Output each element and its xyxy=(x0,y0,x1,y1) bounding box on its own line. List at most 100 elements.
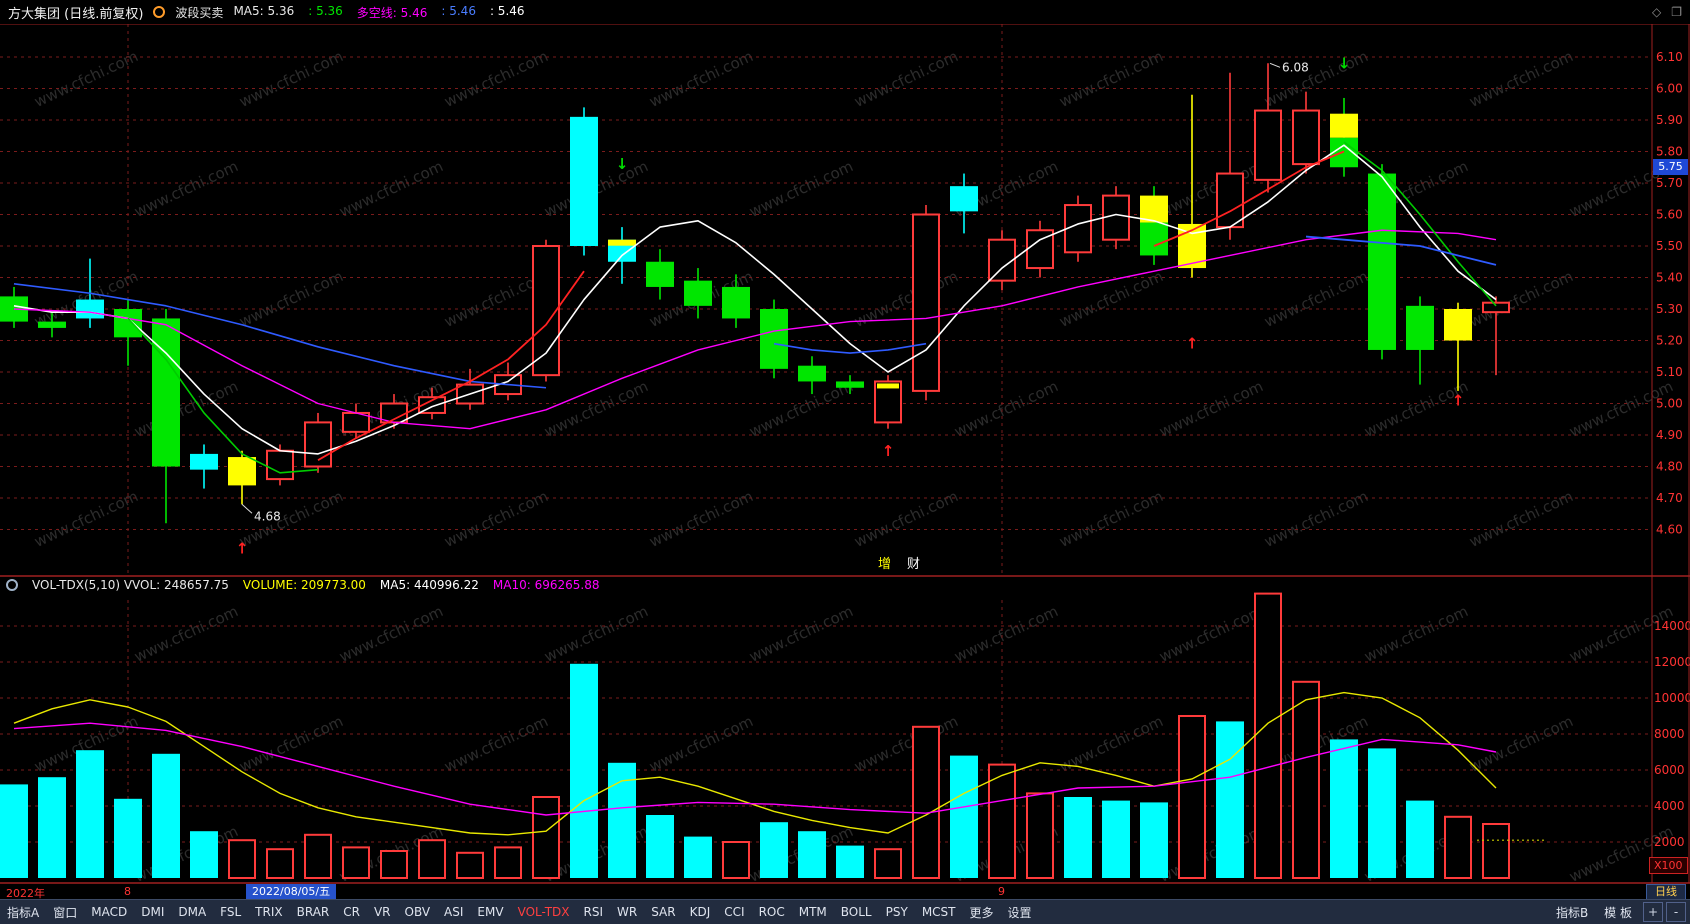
volume-bar xyxy=(684,836,712,878)
zoom-out-button[interactable]: - xyxy=(1666,902,1686,922)
toolbar-item-wr[interactable]: WR xyxy=(617,905,638,919)
last-price-tag: 5.75 xyxy=(1653,159,1688,176)
toolbar-item-vol-tdx[interactable]: VOL-TDX xyxy=(517,905,570,919)
diamond-icon[interactable]: ◇ xyxy=(1652,5,1662,19)
header-bar: 方大集团 (日线.前复权) 波段买卖 MA5: 5.36: 5.36 多空线: 5… xyxy=(0,0,1690,24)
volume-indicator-values: VOL-TDX(5,10) VVOL: 248657.75 VOLUME: 209… xyxy=(32,578,599,592)
volume-bar xyxy=(722,841,750,879)
price-tick: 4.60 xyxy=(1656,523,1683,537)
toolbar-item-dma[interactable]: DMA xyxy=(178,905,207,919)
high-annotation: 6.08 xyxy=(1282,60,1309,74)
timeline-month: 8 xyxy=(124,885,131,898)
volume-unit-label: X100 xyxy=(1649,857,1688,874)
period-button[interactable]: 日线 xyxy=(1646,884,1686,900)
candle xyxy=(1216,72,1244,240)
price-tick: 6.00 xyxy=(1656,82,1683,96)
chart-canvas[interactable]: 6.10 6.00 5.90 5.80 5.70 5.60 5.50 5.40 5.30 5.20… xyxy=(0,0,1690,884)
volume-bar xyxy=(380,850,408,879)
toolbar-item-kdj[interactable]: KDJ xyxy=(689,905,711,919)
volume-bar xyxy=(152,753,180,878)
volume-tick: 8000 xyxy=(1654,727,1685,741)
toolbar-item-mtm[interactable]: MTM xyxy=(798,905,827,919)
volume-bar xyxy=(1482,823,1510,879)
candle xyxy=(266,444,294,486)
candle xyxy=(418,387,446,420)
volume-bar xyxy=(912,725,940,879)
indicator-badge-icon[interactable] xyxy=(153,6,166,18)
volume-tick: 14000 xyxy=(1654,619,1690,633)
price-tick: 5.80 xyxy=(1656,145,1683,159)
volume-bars xyxy=(0,592,1510,880)
collapse-pane-icon[interactable] xyxy=(6,579,18,591)
price-tick: 5.30 xyxy=(1656,302,1683,316)
volume-bar xyxy=(76,750,104,878)
toolbar-item-cci[interactable]: CCI xyxy=(724,905,745,919)
trend-blue-right xyxy=(1305,235,1497,266)
volume-tick: 4000 xyxy=(1654,799,1685,813)
toolbar-item-emv[interactable]: EMV xyxy=(477,905,504,919)
volume-bar xyxy=(266,848,294,880)
toolbar-item-指标b[interactable]: 指标B xyxy=(1555,905,1589,920)
toolbar-item-sar[interactable]: SAR xyxy=(651,905,676,919)
volume-bar xyxy=(950,755,978,878)
header-value: : 5.46 xyxy=(489,3,525,18)
duokong-magenta xyxy=(13,229,1497,430)
toolbar-item-窗口[interactable]: 窗口 xyxy=(53,905,78,920)
toolbar-item-boll[interactable]: BOLL xyxy=(840,905,872,919)
volume-bar xyxy=(456,851,484,879)
toolbar-item-psy[interactable]: PSY xyxy=(885,905,908,919)
toolbar-item-roc[interactable]: ROC xyxy=(758,905,785,919)
signal-arrow: ↑ xyxy=(882,442,895,460)
volume-bar xyxy=(608,762,636,878)
price-tick: 4.90 xyxy=(1656,428,1683,442)
volume-bar xyxy=(228,839,256,880)
toolbar-item-dmi[interactable]: DMI xyxy=(141,905,165,919)
candle xyxy=(912,205,940,401)
volume-bar xyxy=(874,848,902,880)
toolbar-item-trix[interactable]: TRIX xyxy=(255,905,283,919)
toolbar-item-macd[interactable]: MACD xyxy=(91,905,128,919)
price-tick: 5.90 xyxy=(1656,113,1683,127)
brand-center-labels: 增财 xyxy=(878,553,936,572)
center-label-cai: 财 xyxy=(907,557,921,572)
toolbar-item-模板[interactable]: 模 板 xyxy=(1604,905,1632,920)
toolbar-item-mcst[interactable]: MCST xyxy=(921,905,956,919)
toolbar-item-rsi[interactable]: RSI xyxy=(583,905,604,919)
indicator-name: 波段买卖 xyxy=(175,5,224,20)
toolbar-right: 指标B 模 板 + - xyxy=(1548,902,1690,922)
candle xyxy=(1140,186,1168,265)
price-tick: 5.50 xyxy=(1656,239,1683,253)
toolbar-item-vr[interactable]: VR xyxy=(373,905,391,919)
candle xyxy=(456,368,484,410)
volume-header-value: VOL-TDX(5,10) VVOL: 248657.75 xyxy=(32,578,229,592)
price-tick: 4.70 xyxy=(1656,491,1683,505)
header-value: : 5.46 xyxy=(441,3,476,18)
toolbar-item-cr[interactable]: CR xyxy=(343,905,360,919)
toolbar-item-obv[interactable]: OBV xyxy=(404,905,431,919)
trend-red-right xyxy=(1153,150,1345,247)
toolbar-item-fsl[interactable]: FSL xyxy=(220,905,242,919)
toolbar-item-更多[interactable]: 更多 xyxy=(969,905,994,920)
trend-green-right xyxy=(1343,141,1497,307)
toolbar-item-brar[interactable]: BRAR xyxy=(296,905,330,919)
volume-tick: 6000 xyxy=(1654,763,1685,777)
candle xyxy=(646,249,674,300)
window-icon[interactable]: ❐ xyxy=(1671,5,1682,19)
toolbar-item-指标a[interactable]: 指标A xyxy=(7,905,40,920)
volume-bar xyxy=(836,845,864,878)
volume-bar xyxy=(532,796,560,879)
volume-bar xyxy=(190,831,218,878)
candle xyxy=(1178,94,1206,278)
toolbar-item-设置[interactable]: 设置 xyxy=(1007,905,1032,920)
price-tick: 5.20 xyxy=(1656,334,1683,348)
volume-bar xyxy=(1444,815,1472,879)
candle xyxy=(798,356,826,395)
trend-red-left xyxy=(317,270,585,461)
volume-bar xyxy=(1368,748,1396,878)
toolbar-item-asi[interactable]: ASI xyxy=(444,905,464,919)
candle xyxy=(1330,97,1358,177)
volume-tick: 2000 xyxy=(1654,835,1685,849)
zoom-in-button[interactable]: + xyxy=(1643,902,1663,922)
volume-bar xyxy=(1330,739,1358,878)
volume-header-value: MA5: 440996.22 xyxy=(379,578,479,592)
